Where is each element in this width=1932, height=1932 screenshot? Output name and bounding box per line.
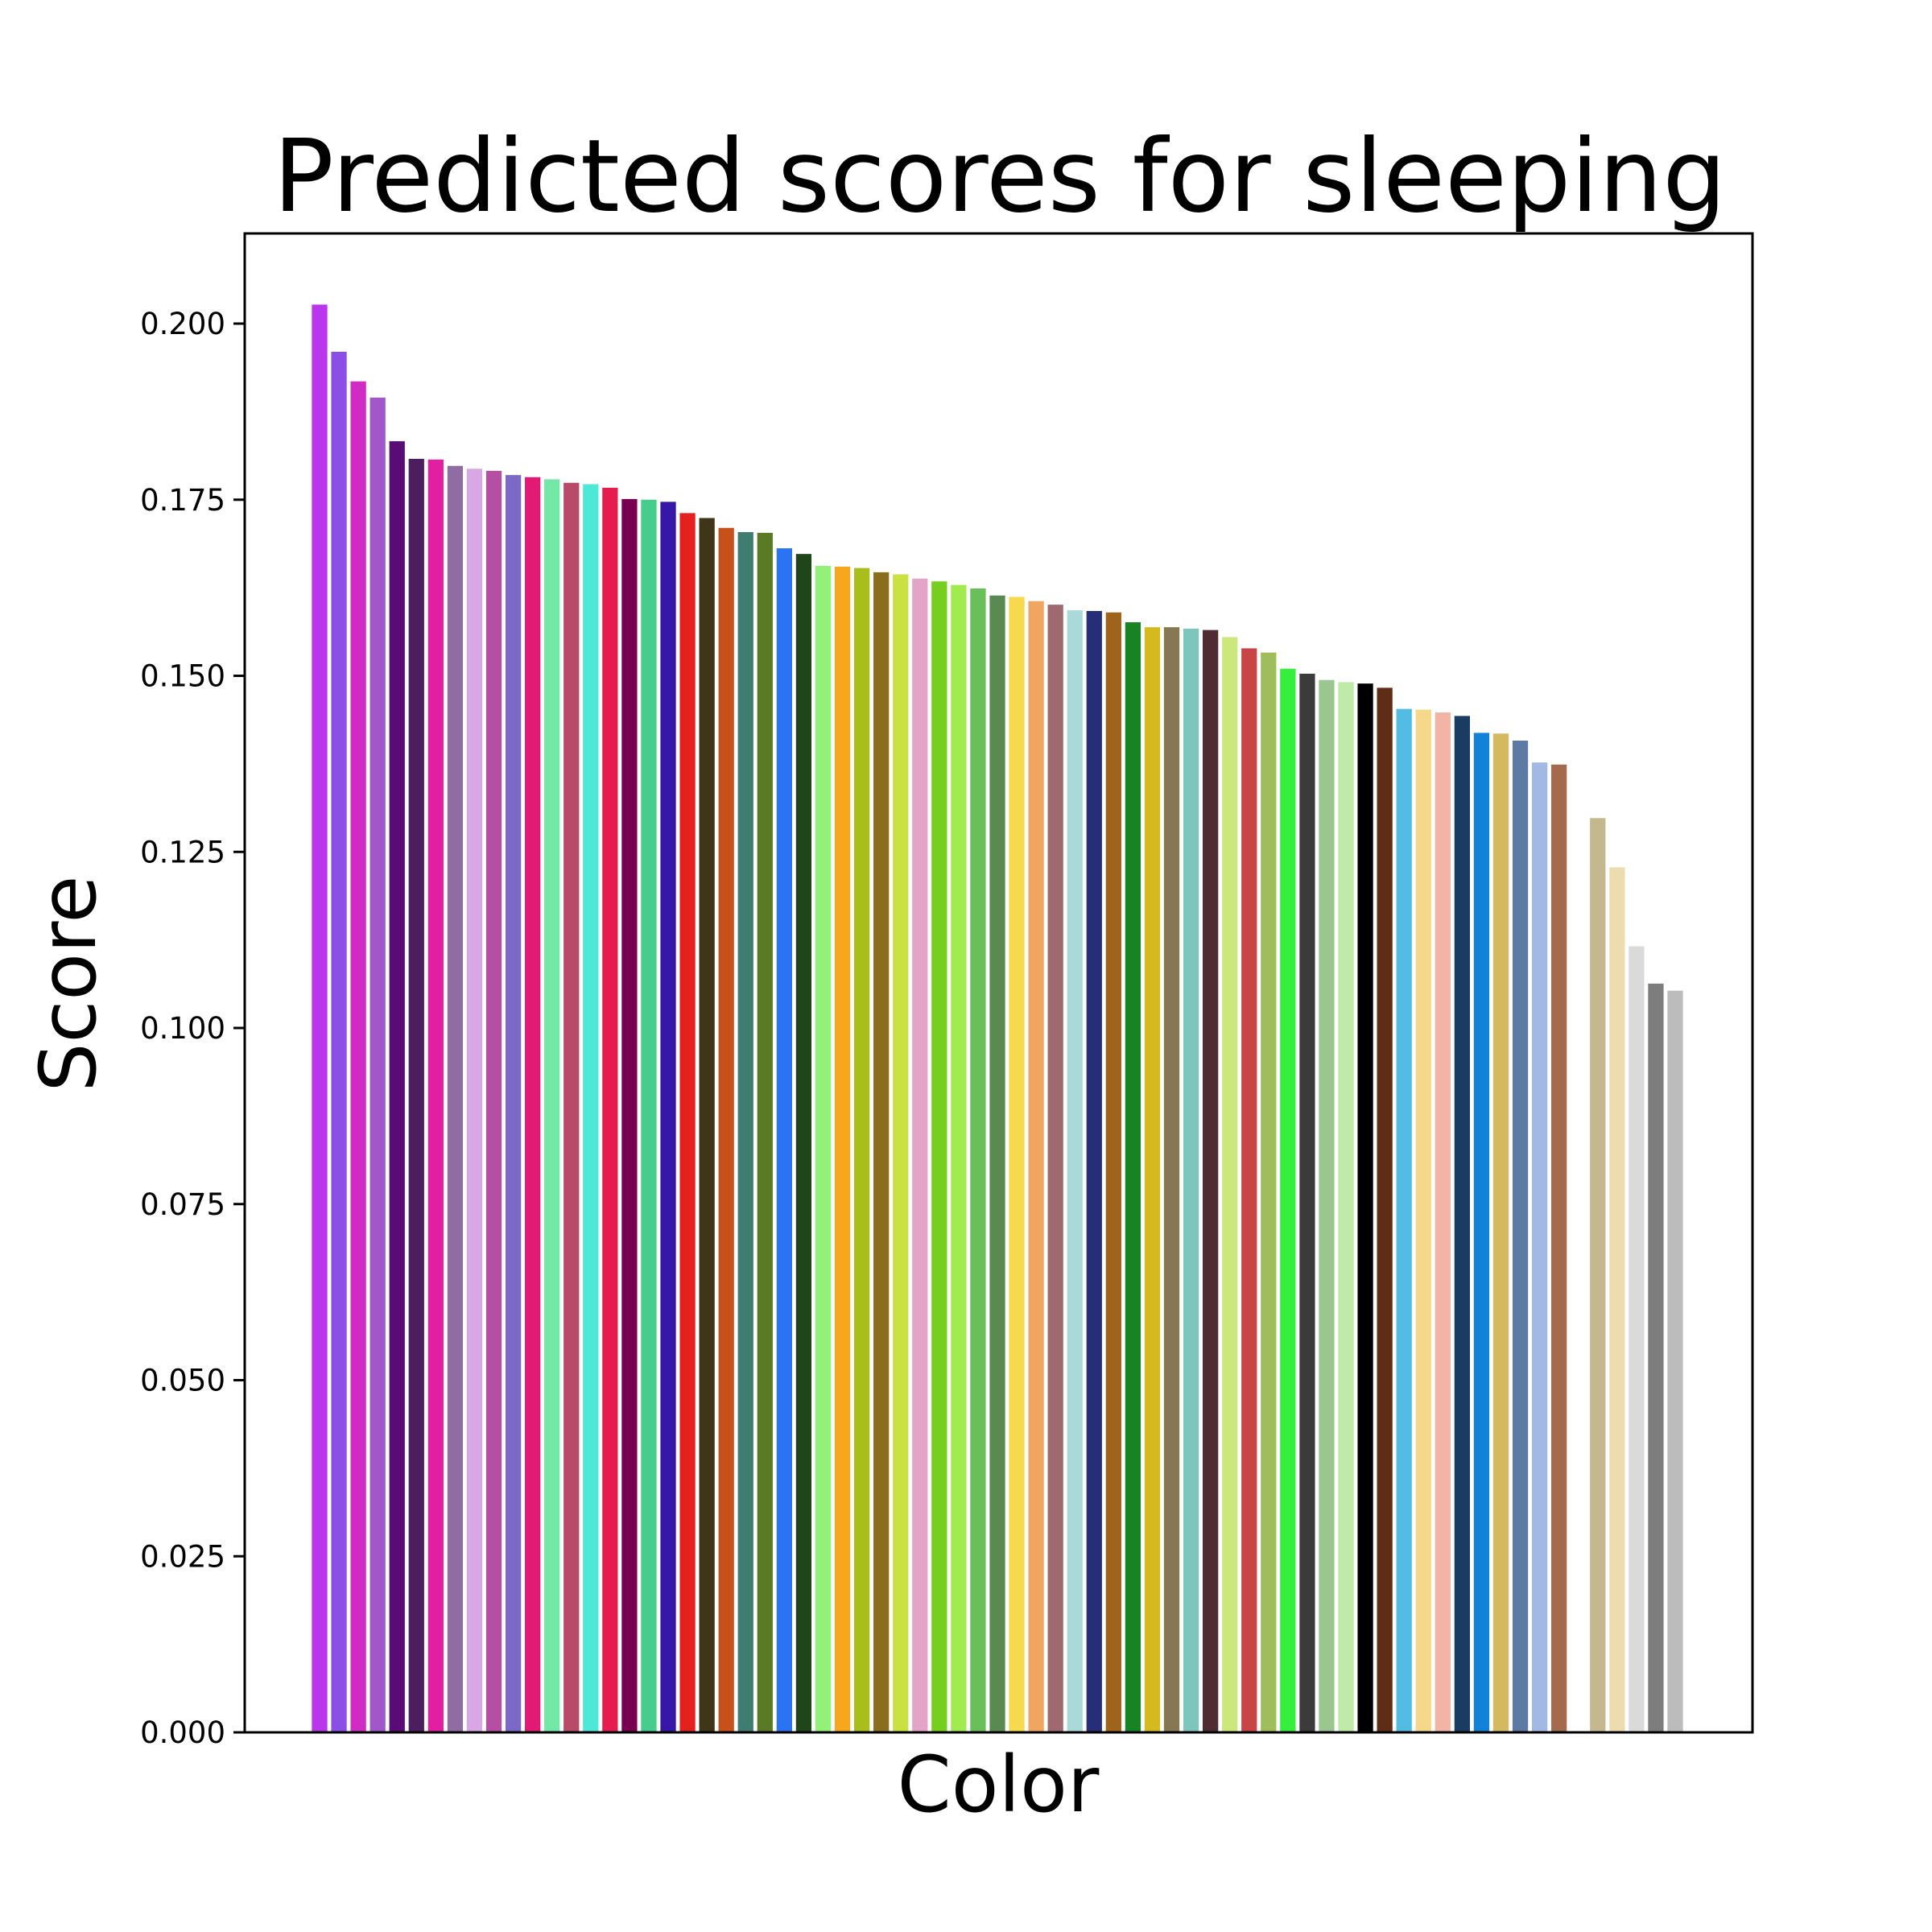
chart-title: Predicted scores for sleeping xyxy=(273,118,1726,235)
bar xyxy=(1319,679,1335,1732)
bar xyxy=(312,304,328,1733)
bar xyxy=(815,566,832,1732)
bar xyxy=(1009,597,1025,1732)
y-tick-label: 0.075 xyxy=(140,1187,225,1222)
bar xyxy=(1551,764,1567,1732)
y-tick-label: 0.125 xyxy=(140,835,225,869)
bar xyxy=(873,572,890,1732)
y-tick-label: 0.150 xyxy=(140,659,225,694)
bar xyxy=(1435,712,1451,1732)
bar xyxy=(641,499,657,1732)
bars-group xyxy=(312,304,1683,1733)
bar xyxy=(1144,627,1161,1733)
bar xyxy=(1028,601,1044,1732)
y-tick-label: 0.050 xyxy=(140,1364,225,1398)
bar xyxy=(1667,990,1683,1733)
bar xyxy=(1629,946,1645,1732)
bar xyxy=(389,441,405,1733)
bar xyxy=(1454,716,1470,1733)
bar xyxy=(1590,818,1606,1732)
bar xyxy=(912,578,928,1732)
y-tick-label: 0.025 xyxy=(140,1539,225,1574)
y-axis-label: Score xyxy=(23,876,114,1092)
bar xyxy=(1163,627,1180,1733)
bar xyxy=(1105,612,1121,1732)
bar xyxy=(1492,733,1509,1732)
bar xyxy=(544,479,560,1733)
bar xyxy=(525,477,541,1732)
y-tick-label: 0.000 xyxy=(140,1715,225,1750)
bar xyxy=(564,482,580,1732)
bar xyxy=(1086,611,1102,1732)
bar xyxy=(834,566,851,1733)
bar xyxy=(602,487,618,1733)
bar xyxy=(505,475,522,1733)
bar xyxy=(1396,708,1412,1733)
bar xyxy=(1531,762,1548,1733)
bar xyxy=(447,465,464,1732)
bar xyxy=(1473,733,1490,1733)
bar xyxy=(1512,741,1529,1732)
bar xyxy=(931,581,947,1732)
bar xyxy=(466,469,483,1732)
bar xyxy=(331,352,347,1732)
y-tick-label: 0.200 xyxy=(140,307,225,341)
bar xyxy=(718,527,734,1732)
bar xyxy=(1338,682,1354,1733)
bar xyxy=(1609,867,1625,1732)
x-axis-label: Color xyxy=(898,1740,1100,1830)
bar xyxy=(1648,983,1664,1733)
bar xyxy=(408,459,424,1732)
bar xyxy=(989,595,1005,1732)
bar xyxy=(1222,637,1238,1733)
bar xyxy=(795,554,812,1733)
y-axis: 0.000 0.025 0.050 0.075 0.100 0.125 0.150 0.175… xyxy=(140,307,245,1750)
bar xyxy=(621,498,638,1733)
bar xyxy=(970,588,986,1732)
y-tick-label: 0.100 xyxy=(140,1011,225,1046)
bar xyxy=(485,470,502,1733)
bar xyxy=(951,584,967,1733)
bar xyxy=(350,381,366,1732)
plot-frame xyxy=(243,232,1754,1734)
bar xyxy=(776,548,792,1733)
bar xyxy=(660,502,676,1733)
bar xyxy=(1377,687,1393,1733)
bar xyxy=(737,532,753,1732)
bar xyxy=(583,484,599,1732)
bar xyxy=(679,513,696,1733)
bar xyxy=(1299,673,1315,1733)
bar xyxy=(1357,683,1373,1733)
bar xyxy=(427,459,444,1733)
y-tick-label: 0.175 xyxy=(140,483,225,518)
bar xyxy=(369,397,386,1733)
bar xyxy=(1241,648,1257,1733)
bar xyxy=(853,568,870,1733)
bar xyxy=(1203,630,1219,1733)
bar xyxy=(1183,628,1199,1733)
bar xyxy=(1067,610,1083,1733)
bar xyxy=(1280,668,1296,1732)
bar xyxy=(1261,652,1277,1733)
bar xyxy=(893,574,909,1732)
bar xyxy=(699,518,715,1732)
bar xyxy=(757,532,773,1733)
bar xyxy=(1415,709,1431,1732)
bar xyxy=(1047,605,1063,1733)
bar xyxy=(1125,622,1141,1732)
